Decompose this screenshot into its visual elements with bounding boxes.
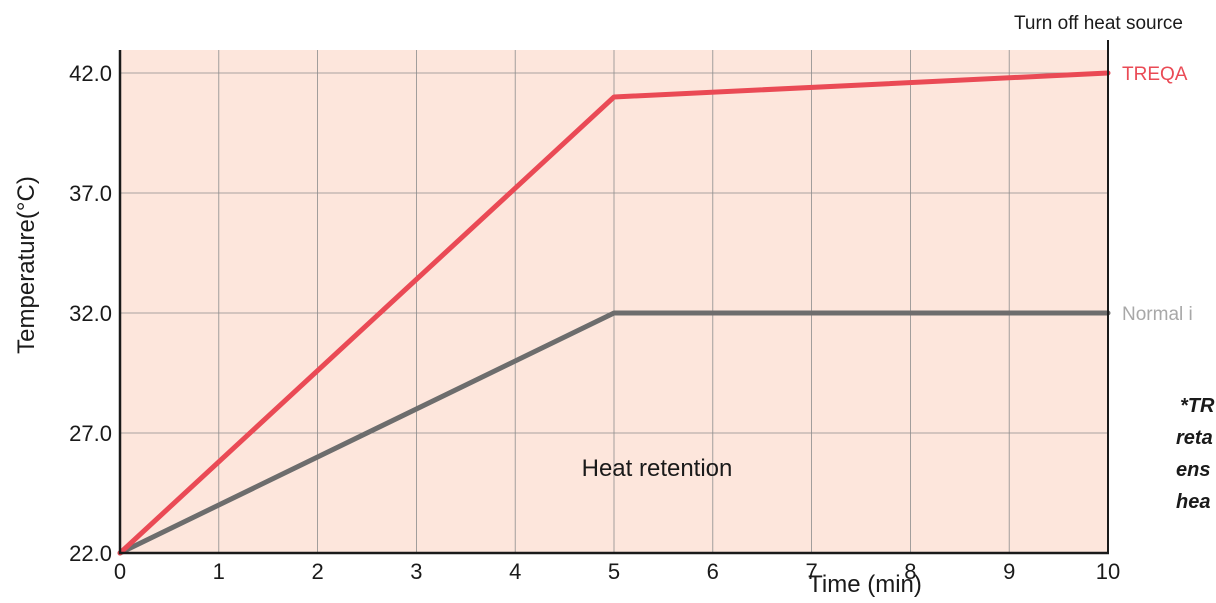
x-tick-label: 7 [805,559,817,584]
footnote-line-3: ens [1176,459,1210,481]
x-tick-label: 3 [410,559,422,584]
footnote-line-2: reta [1176,427,1213,449]
heat-retention-label: Heat retention [582,455,733,482]
series-line-treqa [117,70,1111,556]
x-tick-label: 5 [608,559,620,584]
y-tick-label: 27.0 [69,421,112,446]
footnote-line-1: *TR [1180,395,1215,417]
axes [118,40,1109,555]
y-tick-label: 22.0 [69,541,112,566]
footnote-line-4: hea [1176,491,1210,513]
x-tick-label: 4 [509,559,521,584]
series-label-treqa: TREQA [1122,64,1188,85]
series-line-normal-i [117,310,1111,556]
x-tick-label: 2 [311,559,323,584]
y-axis-title: Temperature(°C) [13,176,40,354]
x-tick-labels: 0 1 2 3 4 5 6 7 8 9 10 [114,559,1120,584]
footnote-text: *TR reta ens hea [1176,395,1215,513]
y-tick-label: 37.0 [69,181,112,206]
series-label-normal-i: Normal i [1122,304,1193,325]
x-tick-label: 9 [1003,559,1015,584]
x-tick-label: 6 [707,559,719,584]
x-tick-label: 1 [213,559,225,584]
x-tick-label: 0 [114,559,126,584]
x-tick-label: 10 [1096,559,1120,584]
series-labels: TREQA Normal i [1122,64,1193,325]
y-tick-label: 32.0 [69,301,112,326]
y-tick-labels: 22.0 27.0 32.0 37.0 42.0 [69,61,112,566]
y-tick-label: 42.0 [69,61,112,86]
turn-off-heat-source-label: Turn off heat source [1014,13,1183,34]
series-layer [117,70,1111,556]
x-tick-label: 8 [904,559,916,584]
x-axis-title: Time (min) [808,571,922,598]
